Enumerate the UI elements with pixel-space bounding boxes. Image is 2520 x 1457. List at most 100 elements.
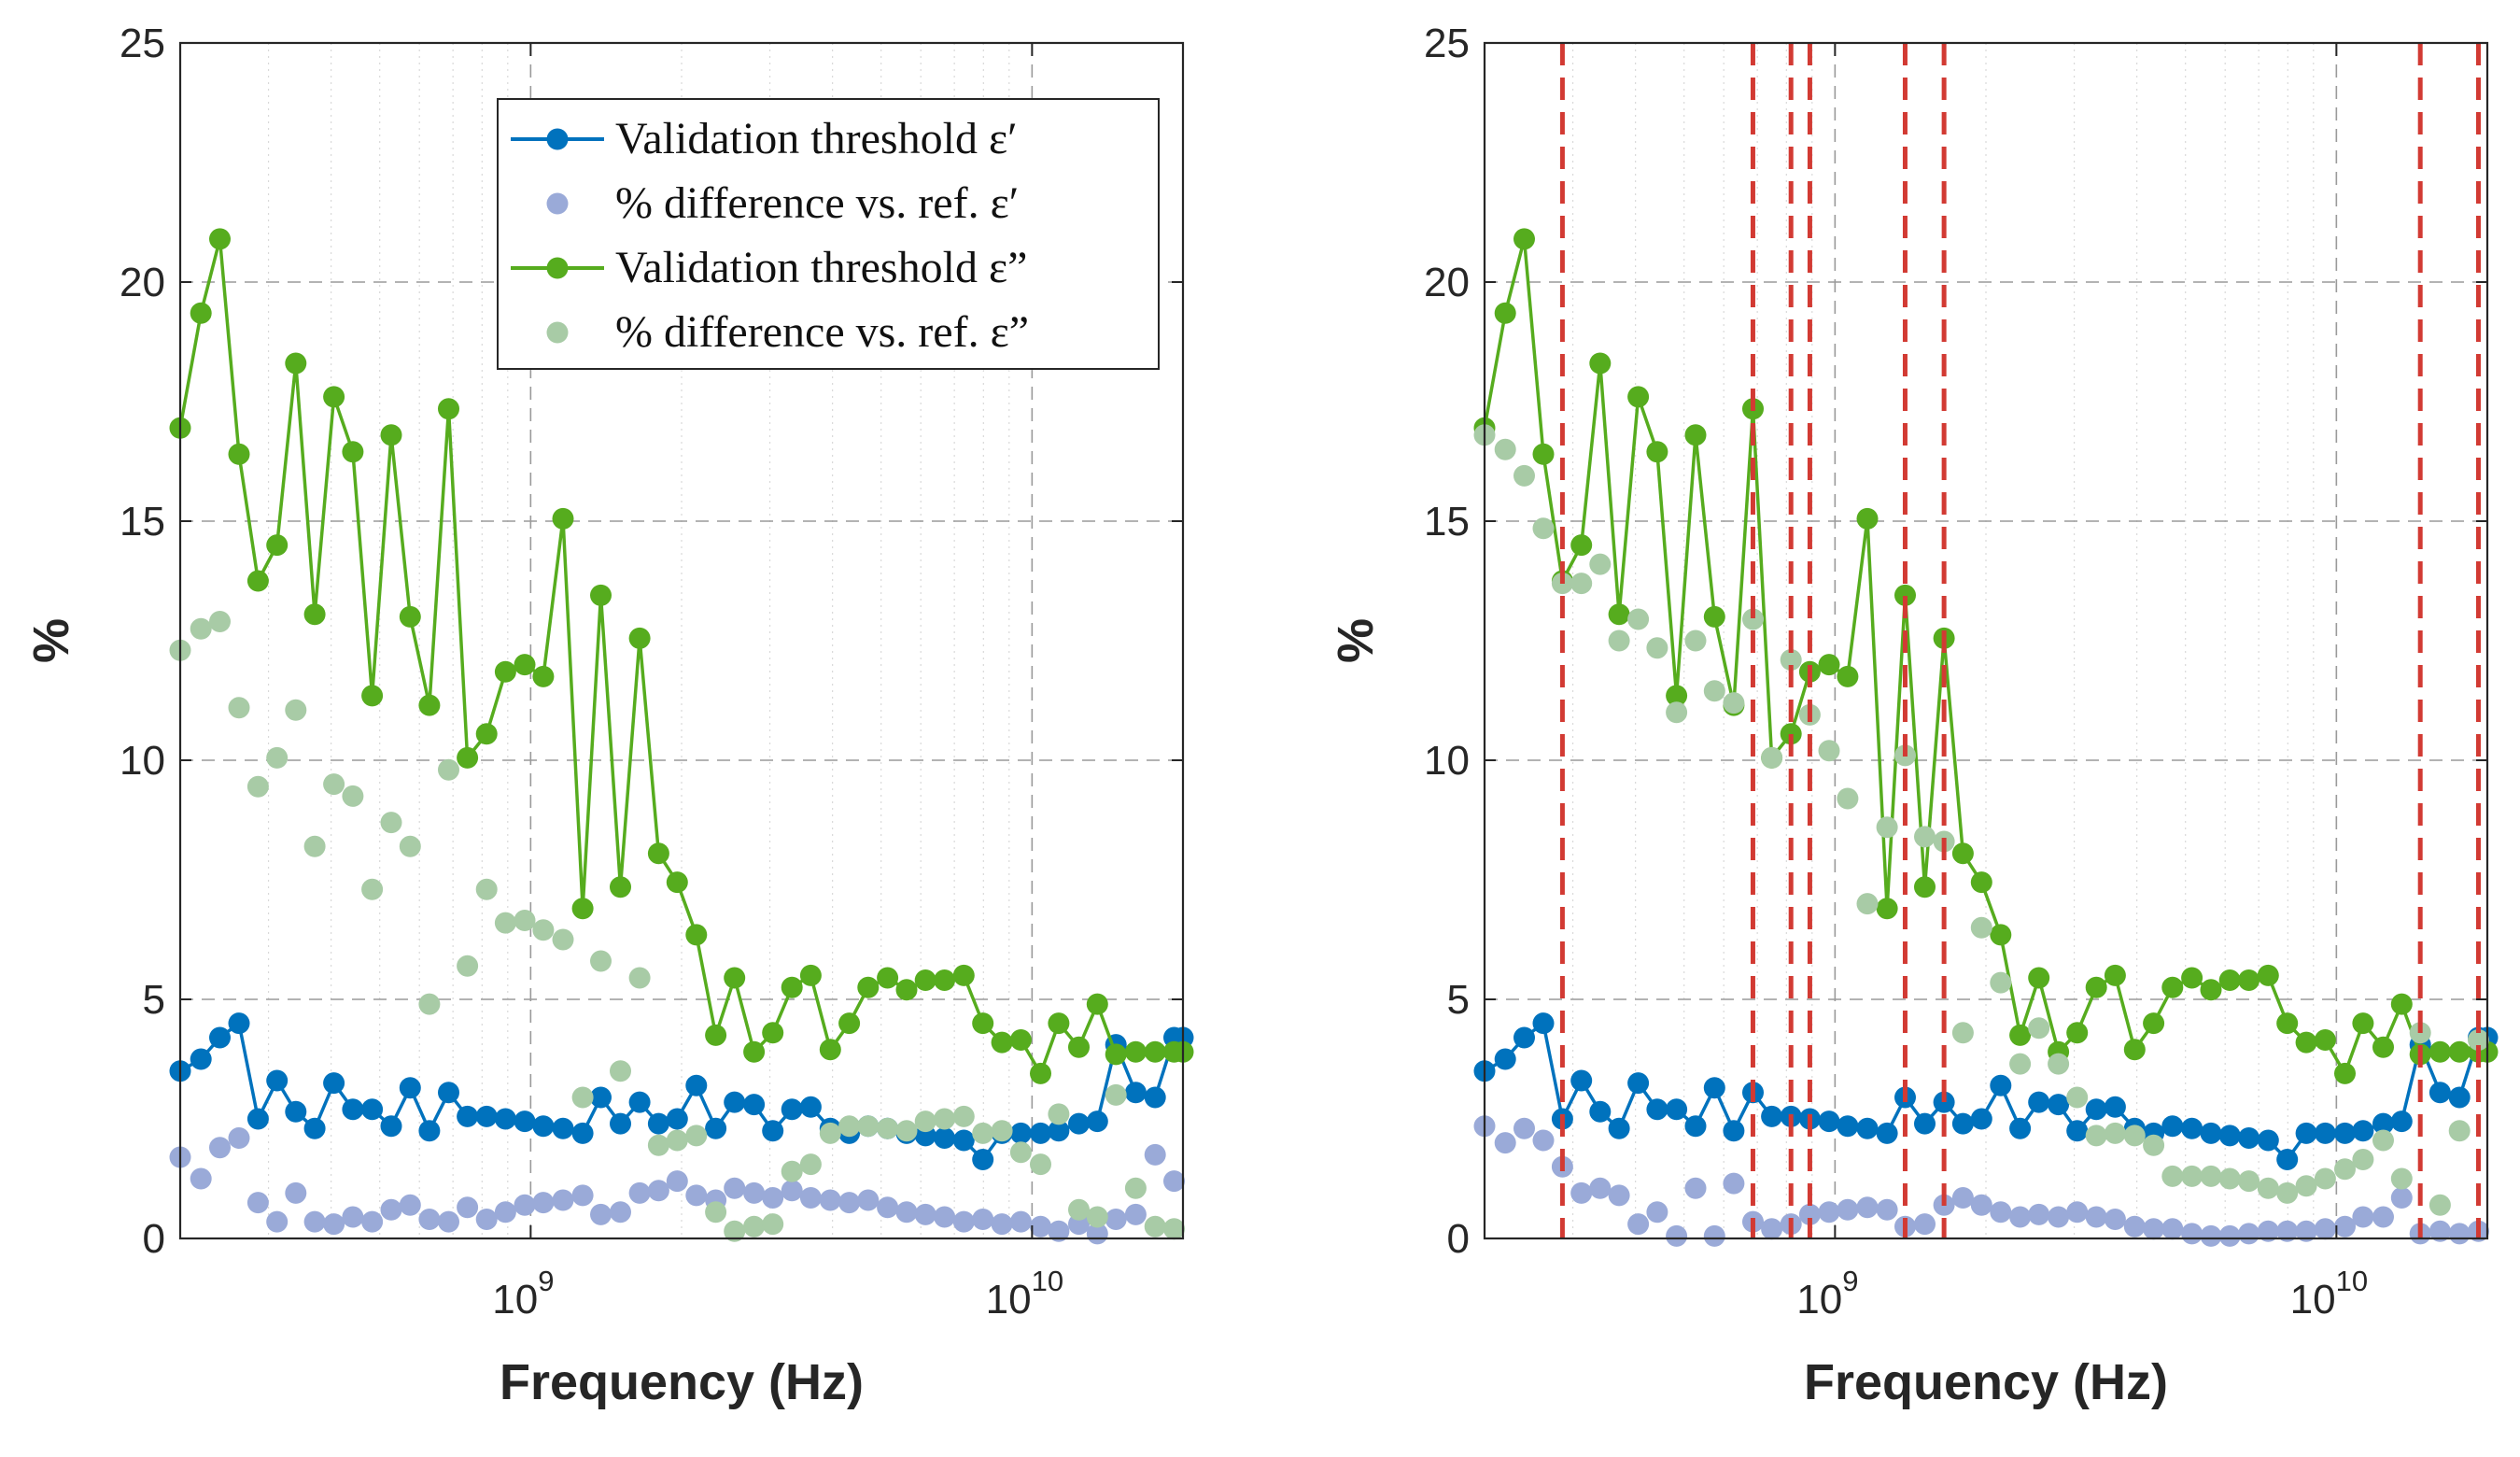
data-point	[1951, 1022, 1974, 1044]
data-point	[494, 912, 516, 934]
data-point	[1818, 740, 1840, 762]
data-point	[2448, 1086, 2471, 1109]
data-point	[877, 967, 899, 989]
data-point	[2295, 1220, 2317, 1242]
data-point	[1570, 1181, 1593, 1204]
data-point	[228, 1127, 250, 1149]
data-point	[342, 441, 364, 463]
data-point	[2143, 1134, 2165, 1156]
y-axis-label: %	[23, 618, 79, 663]
y-tick-label: 5	[143, 977, 165, 1023]
data-point	[934, 1206, 956, 1228]
data-point	[895, 1120, 918, 1142]
data-point	[2009, 1024, 2032, 1046]
data-point	[1627, 1213, 1650, 1236]
data-point	[1608, 629, 1630, 652]
data-point	[2028, 967, 2050, 989]
data-point	[1666, 1098, 1688, 1121]
data-point	[246, 1192, 269, 1214]
data-point	[514, 654, 536, 676]
data-point	[934, 1127, 956, 1149]
data-point	[2066, 1120, 2089, 1142]
data-point	[2276, 1012, 2299, 1035]
data-point	[2276, 1149, 2299, 1170]
data-point	[2009, 1206, 2032, 1228]
data-point	[914, 1203, 936, 1225]
data-point	[1856, 1196, 1879, 1219]
data-point	[303, 835, 326, 857]
data-point	[2295, 1122, 2317, 1144]
data-point	[1876, 816, 1898, 839]
data-point	[2428, 1082, 2451, 1104]
data-point	[2276, 1181, 2299, 1204]
data-point	[2181, 967, 2203, 989]
data-point	[2200, 1122, 2222, 1144]
data-point	[323, 386, 345, 408]
data-point	[1761, 1218, 1783, 1240]
data-point	[1703, 1077, 1725, 1099]
y-tick-label: 0	[143, 1216, 165, 1262]
data-point	[590, 1203, 612, 1225]
data-point	[361, 878, 384, 900]
data-point	[228, 1012, 250, 1035]
data-point	[705, 1117, 727, 1139]
data-point	[1030, 1122, 1051, 1144]
data-point	[1105, 1209, 1127, 1230]
data-point	[1048, 1012, 1070, 1035]
data-point	[647, 1112, 669, 1135]
data-point	[361, 1098, 384, 1121]
data-point	[2238, 969, 2260, 991]
data-point	[799, 1187, 822, 1209]
data-point	[799, 964, 822, 986]
data-point	[895, 1201, 918, 1224]
data-point	[1513, 228, 1535, 250]
data-point	[590, 950, 612, 972]
data-point	[342, 785, 364, 807]
data-point	[1105, 1083, 1127, 1106]
data-point	[781, 1160, 803, 1182]
y-tick-label: 10	[120, 738, 165, 784]
data-point	[1990, 1201, 2012, 1224]
data-point	[2218, 1125, 2241, 1147]
data-point	[2085, 1098, 2107, 1121]
data-point	[934, 1108, 956, 1130]
data-point	[1933, 1091, 1955, 1113]
data-point	[2161, 1115, 2184, 1138]
data-point	[303, 603, 326, 626]
data-point	[2218, 969, 2241, 991]
data-point	[1646, 1098, 1668, 1121]
data-point	[838, 1115, 861, 1138]
data-point	[1818, 1110, 1840, 1133]
data-point	[991, 1213, 1013, 1236]
data-point	[1627, 608, 1650, 630]
data-point	[2218, 1167, 2241, 1190]
data-point	[246, 1108, 269, 1130]
data-point	[1048, 1103, 1070, 1125]
data-point	[590, 1086, 612, 1109]
data-point	[1086, 993, 1108, 1015]
data-point	[1086, 1206, 1108, 1228]
data-point	[552, 928, 574, 951]
data-point	[647, 842, 669, 865]
data-point	[2200, 979, 2222, 1001]
data-point	[2372, 1112, 2394, 1135]
data-point	[838, 1192, 861, 1214]
data-point	[2390, 1187, 2413, 1209]
data-point	[418, 1120, 441, 1142]
data-point	[1837, 787, 1859, 810]
data-point	[819, 1122, 841, 1144]
x-axis-label: Frequency (Hz)	[1804, 1354, 2168, 1410]
data-point	[972, 1012, 994, 1035]
data-point	[1163, 1218, 1185, 1240]
legend-label: % difference vs. ref. ε”	[615, 307, 1029, 357]
x-tick-exponent: 10	[1032, 1265, 1063, 1297]
data-point	[2372, 1206, 2394, 1228]
data-point	[475, 878, 498, 900]
data-point	[2028, 1091, 2050, 1113]
data-point	[1876, 1198, 1898, 1221]
data-point	[209, 1026, 231, 1049]
data-point	[2085, 976, 2107, 998]
series-1	[1473, 1012, 2499, 1170]
y-tick-label: 5	[1447, 977, 1470, 1023]
data-point	[2066, 1022, 2089, 1044]
